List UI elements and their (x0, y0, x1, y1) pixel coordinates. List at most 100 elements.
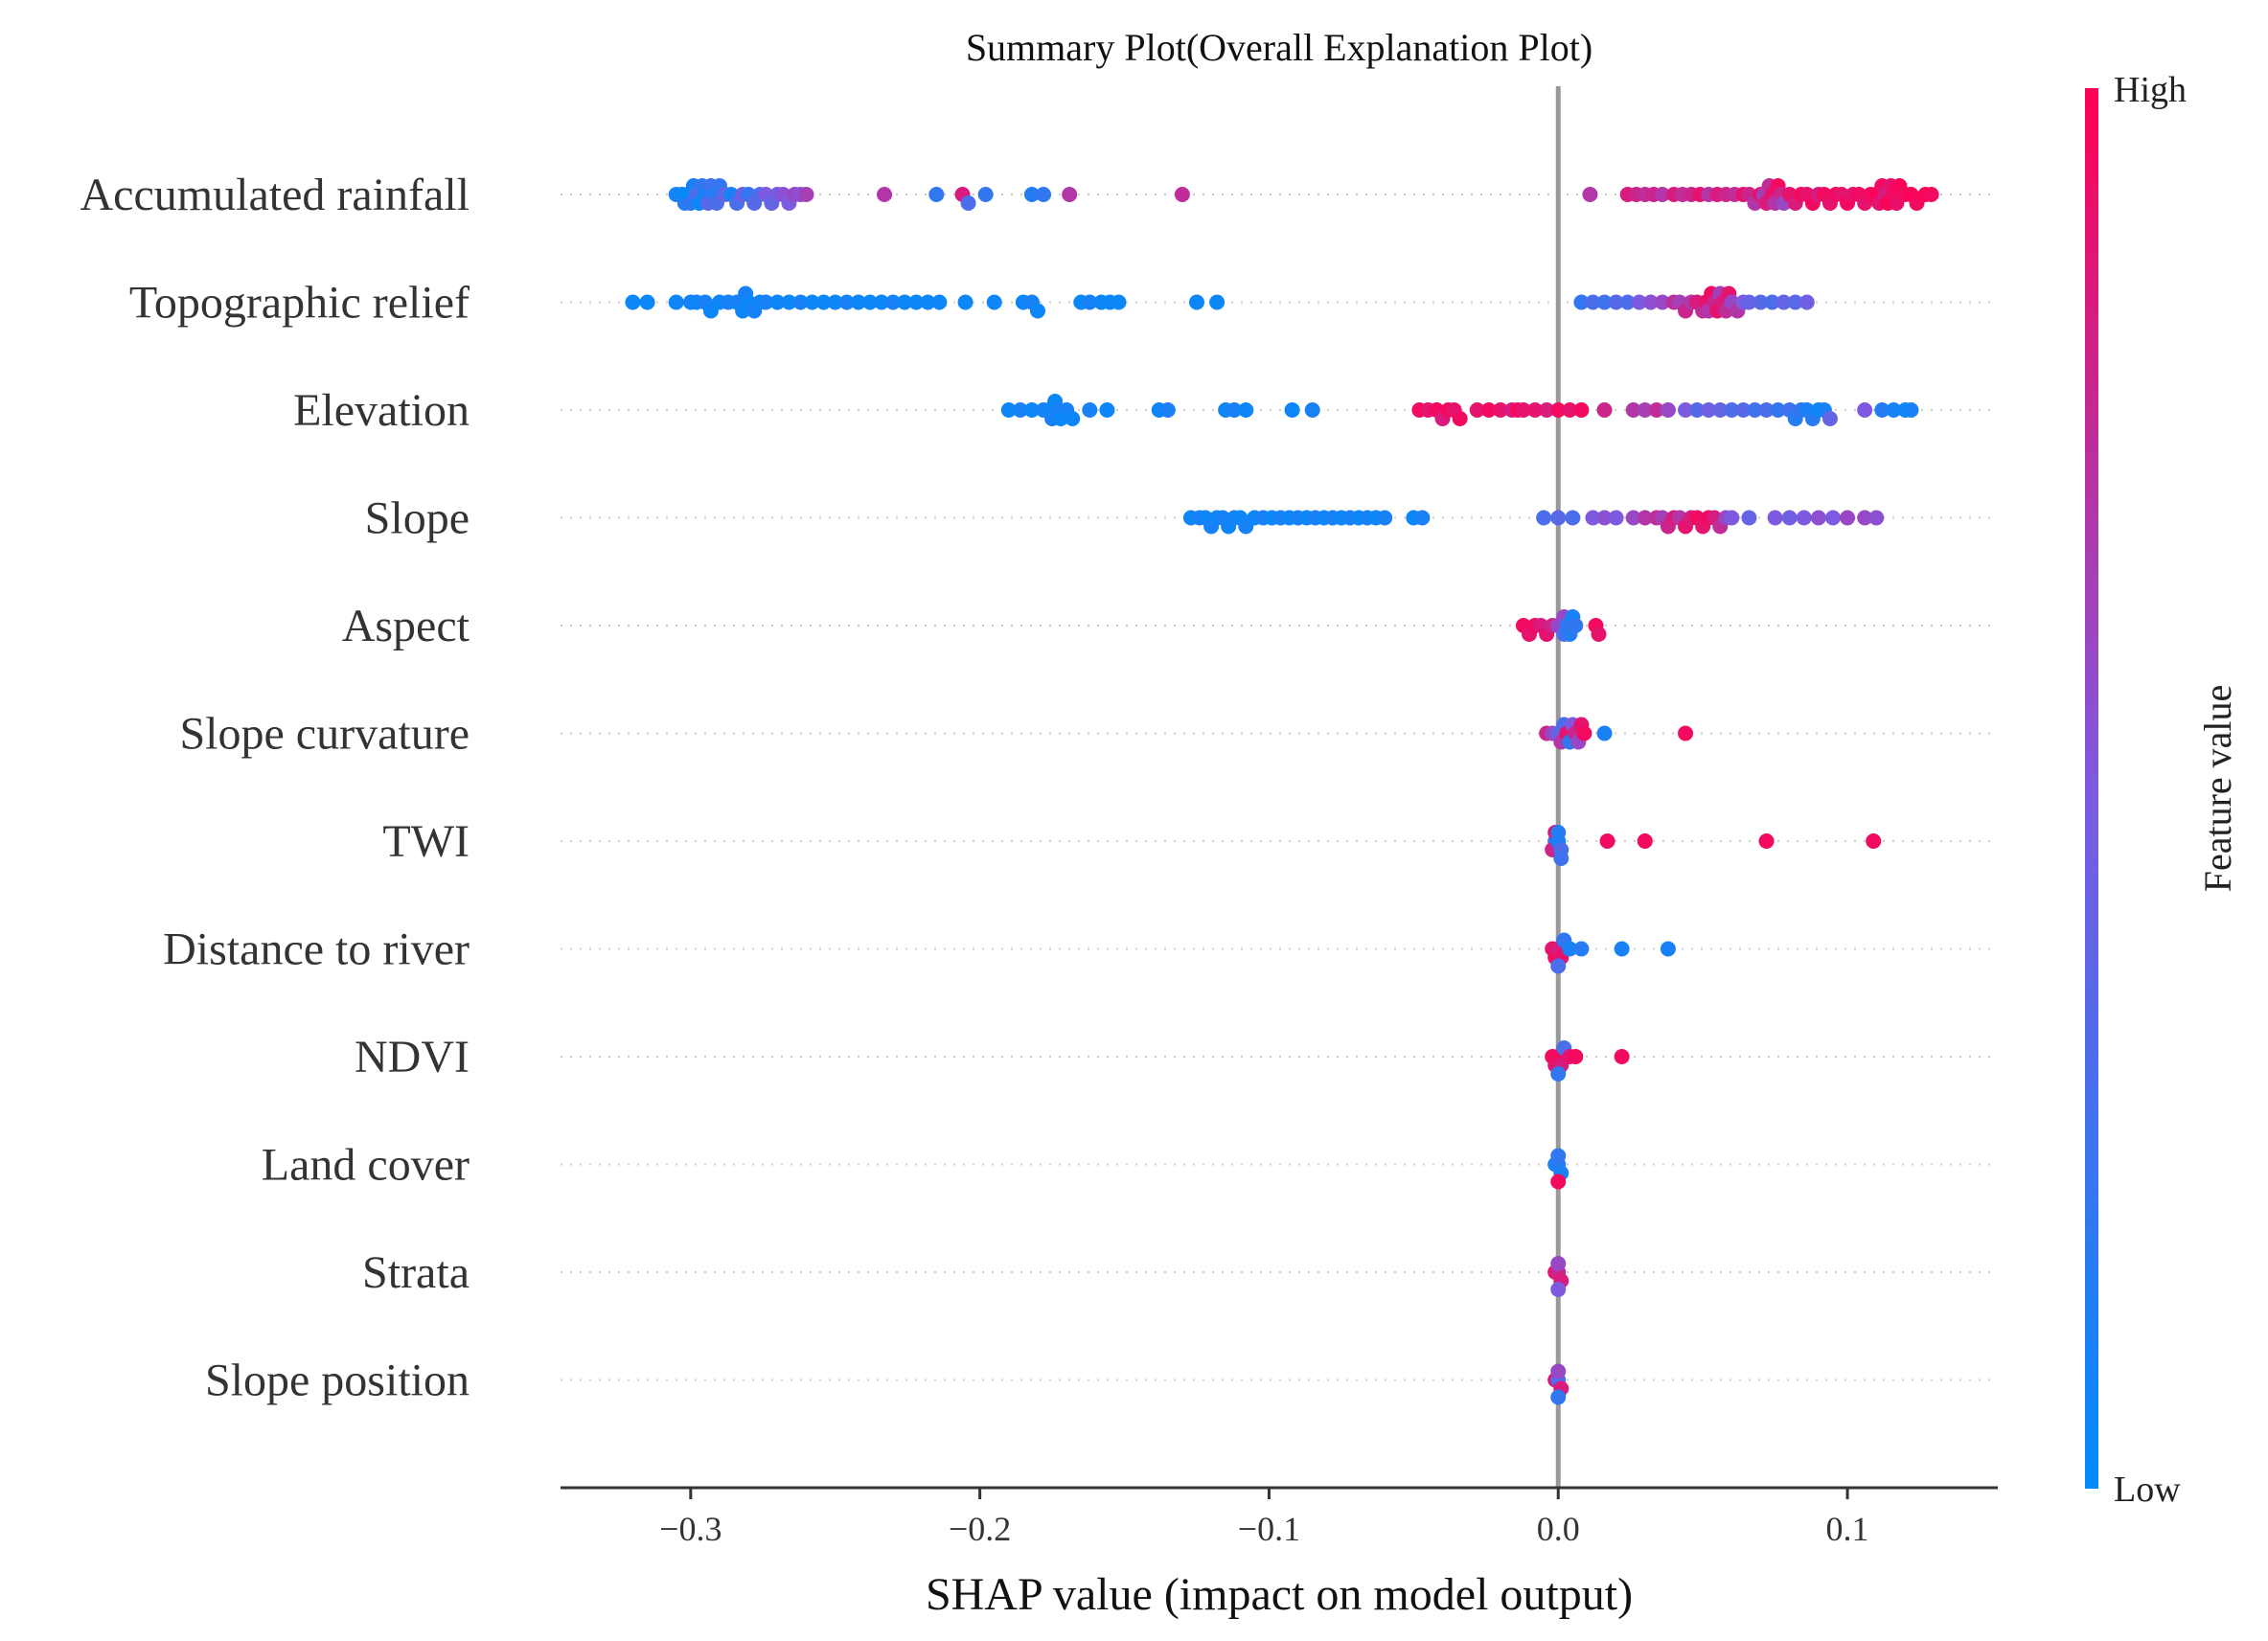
x-tick-label: 0.1 (1826, 1510, 1869, 1548)
shap-point (908, 294, 925, 310)
shap-point (1764, 294, 1780, 310)
chart-title: Summary Plot(Overall Explanation Plot) (966, 26, 1592, 69)
shap-point (1082, 402, 1098, 418)
shap-point (1608, 294, 1624, 310)
shap-point (1596, 510, 1613, 526)
shap-point (1625, 510, 1641, 526)
shap-point (1886, 402, 1902, 418)
shap-point (1159, 402, 1176, 418)
shap-point (1660, 402, 1676, 418)
shap-point (1642, 294, 1659, 310)
shap-point (1012, 402, 1028, 418)
shap-point (798, 187, 814, 202)
shap-point (815, 294, 832, 310)
shap-point (1614, 1049, 1630, 1064)
shap-point (1596, 402, 1613, 418)
shap-point (1188, 294, 1204, 310)
shap-point (1599, 833, 1615, 849)
shap-point (1023, 187, 1040, 202)
shap-point (1741, 510, 1757, 526)
shap-point (792, 294, 809, 310)
shap-point (1562, 402, 1578, 418)
shap-point (1573, 941, 1590, 957)
shap-point (1840, 510, 1856, 526)
shap-point (1550, 1282, 1567, 1297)
shap-point (1377, 510, 1393, 526)
shap-point (1000, 402, 1017, 418)
shap-point (977, 187, 994, 202)
shap-point (1678, 725, 1694, 741)
shap-point (1724, 510, 1740, 526)
shap-point (1781, 510, 1798, 526)
shap-point (1550, 1363, 1567, 1379)
row-gridlines (561, 194, 1998, 1381)
shap-point (1637, 833, 1653, 849)
colorbar-high-label: High (2114, 70, 2187, 110)
shap-point (1648, 402, 1664, 418)
shap-point (1775, 294, 1792, 310)
shap-point (1082, 294, 1098, 310)
feature-label: Strata (362, 1247, 470, 1298)
shap-point (1758, 833, 1775, 849)
colorbar (2085, 88, 2098, 1489)
shap-point (1099, 402, 1115, 418)
shap-point (874, 294, 890, 310)
shap-point (931, 294, 948, 310)
shap-point (1585, 294, 1601, 310)
shap-point (1226, 402, 1243, 418)
shap-point (1036, 187, 1052, 202)
shap-point (1796, 510, 1812, 526)
shap-point (920, 294, 936, 310)
shap-point (1023, 402, 1040, 418)
shap-point (1553, 851, 1569, 866)
feature-label: Slope (365, 493, 470, 544)
shap-point (1452, 411, 1468, 426)
shap-point (1527, 402, 1544, 418)
shap-point (1062, 187, 1078, 202)
shap-point (1550, 402, 1567, 418)
shap-point (1550, 1174, 1567, 1190)
colorbar-low-label: Low (2114, 1470, 2181, 1510)
shap-point (1758, 402, 1775, 418)
shap-point (1868, 510, 1885, 526)
shap-point (1701, 402, 1717, 418)
feature-label: Accumulated rainfall (80, 170, 470, 220)
shap-point (861, 294, 878, 310)
shap-point (1753, 294, 1769, 310)
x-tick-label: −0.2 (949, 1510, 1011, 1548)
shap-point (1735, 402, 1752, 418)
shap-point (1238, 402, 1254, 418)
shap-point (827, 294, 843, 310)
shap-point (1596, 294, 1613, 310)
shap-point (1480, 402, 1497, 418)
shap-point (1414, 510, 1431, 526)
shap-point (1614, 941, 1630, 957)
shap-point (1660, 941, 1676, 957)
shap-point (877, 187, 893, 202)
shap-point (838, 294, 855, 310)
feature-label: Distance to river (163, 924, 470, 975)
shap-point (1857, 510, 1873, 526)
shap-point (1582, 187, 1598, 202)
shap-point (1798, 294, 1815, 310)
shap-point (1770, 402, 1786, 418)
feature-label: Aspect (342, 601, 470, 651)
shap-points (625, 178, 1939, 1405)
x-axis-label: SHAP value (impact on model output) (926, 1569, 1633, 1620)
shap-point (1810, 510, 1826, 526)
x-axis-ticks: −0.3 −0.2 −0.1 0.0 0.1 (659, 1488, 1869, 1548)
shap-point (1637, 402, 1653, 418)
shap-point (668, 294, 684, 310)
feature-label: Elevation (293, 385, 470, 436)
feature-label: Slope curvature (179, 709, 470, 760)
shap-point (1536, 510, 1552, 526)
feature-label: TWI (382, 816, 470, 867)
shap-point (1516, 402, 1532, 418)
shap-point (1065, 411, 1081, 426)
shap-point (758, 294, 774, 310)
shap-point (986, 294, 1002, 310)
shap-point (1568, 1049, 1584, 1064)
shap-point (1568, 618, 1584, 633)
feature-label: Slope position (205, 1356, 470, 1406)
shap-point (1565, 510, 1581, 526)
